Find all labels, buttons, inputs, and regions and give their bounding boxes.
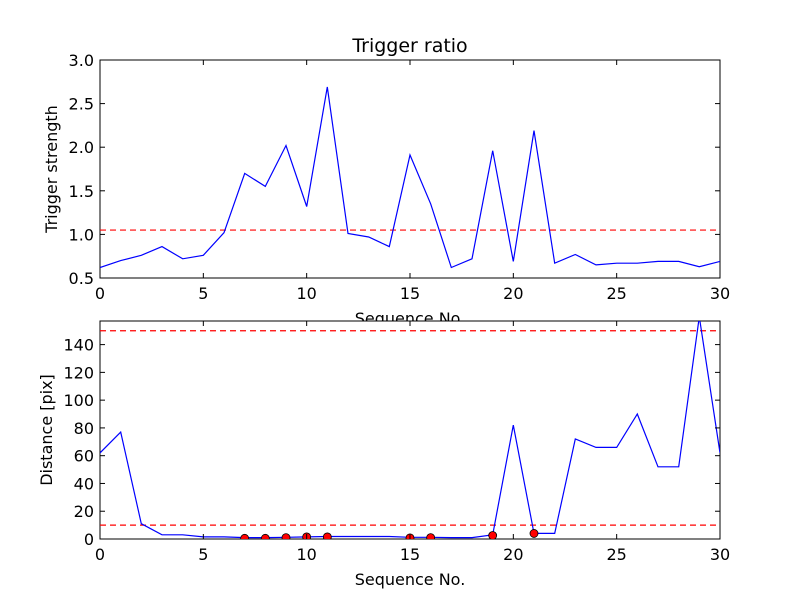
y-tick-label: 60 [74, 447, 94, 466]
plot-area [99, 320, 721, 540]
data-point-marker [240, 533, 250, 539]
data-point-marker [488, 531, 498, 539]
y-tick-label: 40 [74, 474, 94, 493]
y-tick-label: 1.5 [69, 182, 94, 201]
axis-ticks: 0 5 10 15 20 25 30 0 20 40 60 80 100 120 140 [63, 321, 730, 564]
x-tick-label: 25 [606, 545, 626, 564]
y-tick-label: 1.0 [69, 225, 94, 244]
x-tick-label: 5 [198, 284, 208, 303]
x-tick-label: 10 [296, 284, 316, 303]
y-tick-label: 20 [74, 502, 94, 521]
trigger-ratio-chart: Trigger ratio 0 5 10 15 20 25 30 0.5 1.0 1.5 2.0 2.… [42, 35, 730, 328]
y-axis-label: Trigger strength [42, 105, 61, 234]
y-tick-label: 0 [84, 530, 94, 549]
y-tick-label: 2.5 [69, 95, 94, 114]
y-tick-label: 2.0 [69, 138, 94, 157]
plot-marks [100, 86, 720, 269]
chart-title: Trigger ratio [351, 35, 467, 57]
plot-area [99, 59, 721, 279]
data-point-marker [529, 529, 539, 538]
x-tick-label: 30 [710, 545, 730, 564]
data-point-marker [281, 533, 291, 539]
y-tick-label: 120 [63, 363, 94, 382]
y-tick-label: 100 [63, 391, 94, 410]
x-tick-label: 20 [503, 545, 523, 564]
x-tick-label: 20 [503, 284, 523, 303]
x-tick-label: 5 [198, 545, 208, 564]
y-tick-label: 0.5 [69, 269, 94, 288]
x-tick-label: 30 [710, 284, 730, 303]
x-tick-label: 0 [95, 284, 105, 303]
series-line [100, 86, 720, 269]
x-tick-label: 15 [400, 284, 420, 303]
x-tick-label: 15 [400, 545, 420, 564]
y-tick-label: 80 [74, 419, 94, 438]
y-axis-label: Distance [pix] [37, 374, 56, 486]
y-tick-label: 140 [63, 336, 94, 355]
x-tick-label: 10 [296, 545, 316, 564]
distance-chart: 0 5 10 15 20 25 30 0 20 40 60 80 100 120 140 Sequence … [37, 320, 730, 589]
x-tick-label: 25 [606, 284, 626, 303]
x-axis-label: Sequence No. [355, 570, 466, 589]
data-point-marker [322, 532, 332, 539]
x-tick-label: 0 [95, 545, 105, 564]
data-point-marker [426, 533, 436, 539]
axis-ticks: 0 5 10 15 20 25 30 0.5 1.0 1.5 2.0 2.5 3.0 [69, 51, 731, 303]
data-point-marker [260, 533, 270, 539]
y-tick-label: 3.0 [69, 51, 94, 70]
